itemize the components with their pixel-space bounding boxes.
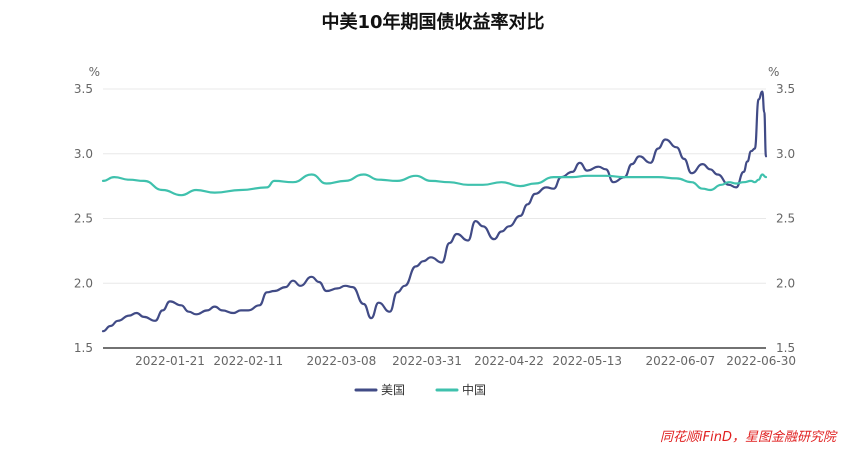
legend-label: 中国 [462, 382, 486, 397]
y-right-tick-label: 1.5 [776, 341, 795, 355]
x-tick-label: 2022-03-31 [392, 354, 462, 368]
y-axis-left: 3.5 3.0 2.5 2.0 1.5% [74, 65, 100, 355]
series-line-us [101, 90, 768, 333]
y-left-tick-label: 3.0 [74, 147, 93, 161]
y-axis-right: 3.5 3.0 2.5 2.0 1.5% [768, 65, 795, 355]
chart-title: 中美10年期国债收益率对比 [321, 12, 545, 33]
legend-item-us[interactable]: 美国 [354, 383, 405, 397]
y-right-tick-label: 3.0 [776, 147, 795, 161]
x-tick-label: 2022-06-30 [726, 354, 796, 368]
y-left-tick-label: 3.5 [74, 82, 93, 96]
y-left-tick-label: 2.5 [74, 212, 93, 226]
source-note: 同花顺iFinD，星图金融研究院 [660, 430, 836, 445]
y-right-tick-label: 2.5 [776, 212, 795, 226]
y-right-unit: % [768, 65, 779, 79]
y-left-unit: % [89, 65, 100, 79]
legend-item-cn[interactable]: 中国 [435, 382, 486, 397]
x-tick-label: 2022-04-22 [474, 354, 544, 368]
x-tick-label: 2022-02-11 [213, 354, 283, 368]
x-axis: 2022-01-21 2022-02-11 2022-03-08 2022-03-31… [103, 347, 796, 368]
grid-lines [103, 88, 766, 284]
x-tick-label: 2022-06-07 [645, 354, 715, 368]
series-lines [101, 90, 768, 333]
legend-label: 美国 [381, 383, 405, 397]
legend[interactable]: 美国 中国 [354, 382, 486, 397]
series-line-cn [101, 173, 768, 197]
y-left-tick-label: 2.0 [74, 276, 93, 290]
x-tick-label: 2022-03-08 [307, 354, 377, 368]
x-tick-label: 2022-01-21 [135, 354, 205, 368]
y-right-tick-label: 2.0 [776, 276, 795, 290]
y-right-tick-label: 3.5 [776, 82, 795, 96]
x-tick-label: 2022-05-13 [552, 354, 622, 368]
y-left-tick-label: 1.5 [74, 341, 93, 355]
